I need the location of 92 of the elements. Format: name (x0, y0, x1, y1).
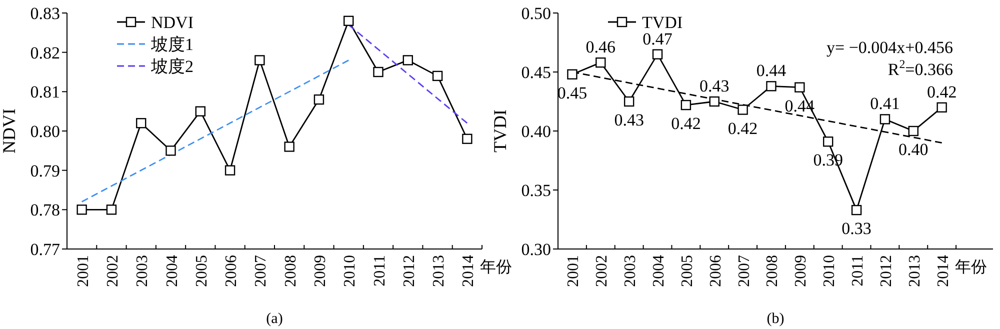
x-tick-label: 2002 (104, 255, 122, 287)
y-tick-label: 0.30 (521, 240, 551, 259)
x-tick-label: 2005 (678, 255, 696, 287)
point (738, 104, 748, 115)
x-tick-label: 2009 (792, 255, 810, 287)
point (936, 102, 947, 112)
data-label: 0.41 (870, 94, 900, 114)
x-tick-label: 2010 (342, 255, 359, 287)
point (680, 100, 692, 110)
point (136, 118, 146, 128)
legend-label: 坡度2 (150, 57, 194, 76)
point (908, 126, 918, 136)
point (76, 204, 87, 215)
y-tick-label: 0.81 (30, 82, 60, 102)
x-tick-label: 2005 (193, 255, 210, 287)
point (567, 69, 578, 80)
point (766, 81, 776, 92)
text: (b) (766, 311, 784, 327)
point (851, 204, 862, 216)
annotation: R$^{2}$=0.366 (888, 57, 953, 79)
point (224, 165, 236, 176)
x-tick-label: 2013 (430, 255, 448, 287)
x-tick-label: 2003 (622, 255, 640, 287)
x-tick-label: 2008 (764, 255, 782, 287)
y-tick-label: 0.50 (521, 4, 551, 23)
point (166, 146, 176, 156)
x-tick-label: 2007 (252, 255, 270, 287)
x-axis-title: 年份 (480, 257, 512, 276)
data-label: 0.47 (642, 29, 673, 48)
point (596, 57, 606, 68)
data-label: 0.43 (700, 76, 730, 96)
x-tick-label: 2009 (312, 255, 329, 287)
point (195, 106, 206, 116)
y-tick-label: 0.78 (30, 200, 60, 220)
legend-label: 坡度1 (150, 35, 194, 54)
x-tick-label: 2012 (878, 255, 895, 287)
data-label: 0.40 (898, 140, 928, 159)
point (794, 82, 805, 92)
point (284, 142, 294, 152)
data-label: 0.42 (728, 118, 758, 138)
legend-label: TVDI (642, 13, 683, 32)
x-tick-label: 2011 (850, 255, 867, 286)
point (314, 94, 324, 105)
legend-label: NDVI (151, 13, 194, 32)
x-tick-label: 2004 (164, 255, 181, 287)
y-tick-label: 0.77 (30, 240, 60, 259)
x-tick-label: 2008 (282, 255, 300, 287)
y-tick-label: 0.82 (30, 43, 60, 62)
x-tick-label: 2004 (650, 255, 668, 287)
point (880, 114, 890, 124)
y-axis-title: TVDI (490, 110, 510, 152)
y-axis-title: NDVI (0, 108, 19, 154)
y-tick-label: 0.35 (521, 181, 551, 200)
point (624, 96, 634, 107)
x-tick-label: 2003 (134, 255, 152, 287)
point (823, 136, 834, 147)
x-tick-label: 2013 (906, 255, 924, 287)
point (709, 96, 720, 107)
data-label: 0.42 (671, 114, 701, 134)
x-tick-label: 2006 (223, 255, 240, 287)
x-axis-title: 年份 (954, 257, 987, 276)
y-tick-label: 0.83 (30, 4, 60, 23)
y-tick-label: 0.79 (30, 161, 60, 180)
point (254, 55, 265, 66)
x-tick-label: 2011 (371, 255, 388, 286)
point (652, 49, 663, 60)
data-label: 0.42 (926, 82, 957, 102)
data-label: 0.33 (842, 219, 872, 238)
point (402, 55, 413, 66)
data-label: 0.44 (756, 61, 787, 80)
x-tick-label: 2001 (74, 255, 92, 287)
y-tick-label: 0.80 (30, 122, 60, 141)
y-tick-label: 0.45 (521, 63, 551, 82)
x-tick-label: 2007 (736, 255, 753, 287)
x-tick-label: 2012 (400, 255, 418, 287)
x-tick-label: 2006 (707, 255, 724, 287)
annotation: y= −0.004x+0.456 (826, 38, 953, 57)
x-tick-label: 2001 (565, 255, 582, 287)
point (432, 70, 443, 82)
x-tick-label: 2014 (934, 255, 952, 287)
point (373, 66, 384, 78)
x-tick-label: 2014 (460, 255, 478, 287)
x-tick-label: 2002 (594, 255, 611, 287)
data-label: 0.45 (557, 83, 588, 102)
text: (a) (266, 311, 283, 327)
data-label: 0.43 (614, 110, 644, 130)
point (106, 204, 117, 215)
data-label: 0.46 (586, 38, 616, 57)
point (462, 134, 472, 144)
x-tick-label: 2010 (821, 255, 838, 287)
point (344, 16, 354, 26)
y-tick-label: 0.40 (521, 122, 551, 141)
